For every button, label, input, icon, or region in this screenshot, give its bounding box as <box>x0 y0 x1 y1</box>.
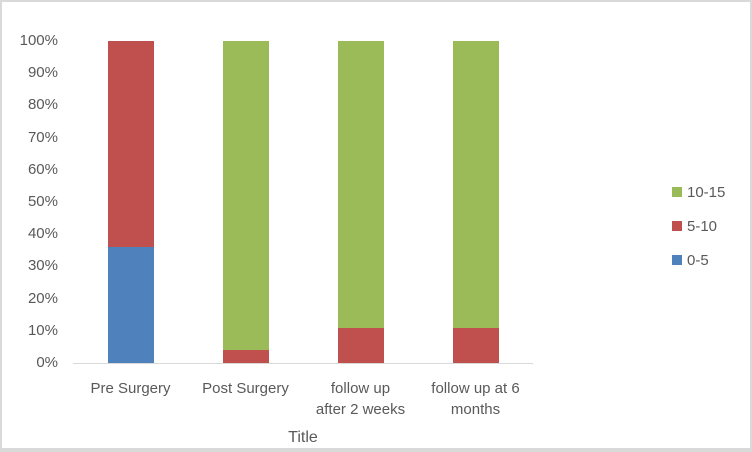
legend: 10-15 5-10 0-5 <box>672 182 725 284</box>
bar-segment-0-5 <box>107 247 154 363</box>
y-axis-tick-label: 80% <box>27 96 58 114</box>
legend-swatch-icon <box>672 221 682 231</box>
bar-segment-5-10 <box>107 41 154 248</box>
stacked-bar <box>337 41 384 363</box>
bar-column <box>418 41 533 363</box>
legend-swatch-icon <box>672 255 682 265</box>
legend-swatch-icon <box>672 187 682 197</box>
bar-column <box>303 41 418 363</box>
y-axis-tick-label: 20% <box>27 289 58 307</box>
legend-item-10-15: 10-15 <box>672 182 725 202</box>
y-axis-tick-label: 40% <box>27 225 58 243</box>
legend-label: 10-15 <box>687 183 726 201</box>
y-axis-tick-label: 10% <box>27 321 58 339</box>
y-axis-tick-label: 0% <box>36 354 58 371</box>
y-axis-tick-label: 100% <box>19 32 58 49</box>
x-axis-category-label: follow up after 2 weeks <box>315 380 406 418</box>
legend-label: 5-10 <box>687 217 718 235</box>
bar-column <box>188 41 303 363</box>
y-axis-tick-label: 70% <box>27 128 58 146</box>
y-axis-tick-label: 30% <box>27 257 58 275</box>
y-axis-tick-label: 60% <box>27 160 58 178</box>
bar-segment-5-10 <box>452 327 499 363</box>
y-axis-tick-label: 90% <box>27 64 58 82</box>
bar-column <box>73 41 188 363</box>
legend-label: 0-5 <box>687 251 709 269</box>
bar-segment-5-10 <box>337 327 384 363</box>
x-axis-category-label: Post Surgery <box>202 380 289 397</box>
x-axis-category-label: Pre Surgery <box>90 380 171 397</box>
y-axis-tick-label: 50% <box>27 193 58 210</box>
plot-area <box>73 41 533 364</box>
bar-segment-5-10 <box>222 350 269 363</box>
stacked-bar <box>107 41 154 363</box>
stacked-bar <box>222 41 269 363</box>
x-axis-labels: Pre Surgery Post Surgery follow up after 2… <box>73 378 533 420</box>
bar-segment-10-15 <box>452 41 499 328</box>
x-axis-title: Title <box>288 429 318 446</box>
legend-item-5-10: 5-10 <box>672 216 725 236</box>
x-axis-category-label: follow up at 6 months <box>431 380 520 418</box>
stacked-bar <box>452 41 499 363</box>
bar-segment-10-15 <box>337 41 384 328</box>
legend-item-0-5: 0-5 <box>672 250 725 270</box>
bar-segment-10-15 <box>222 41 269 351</box>
